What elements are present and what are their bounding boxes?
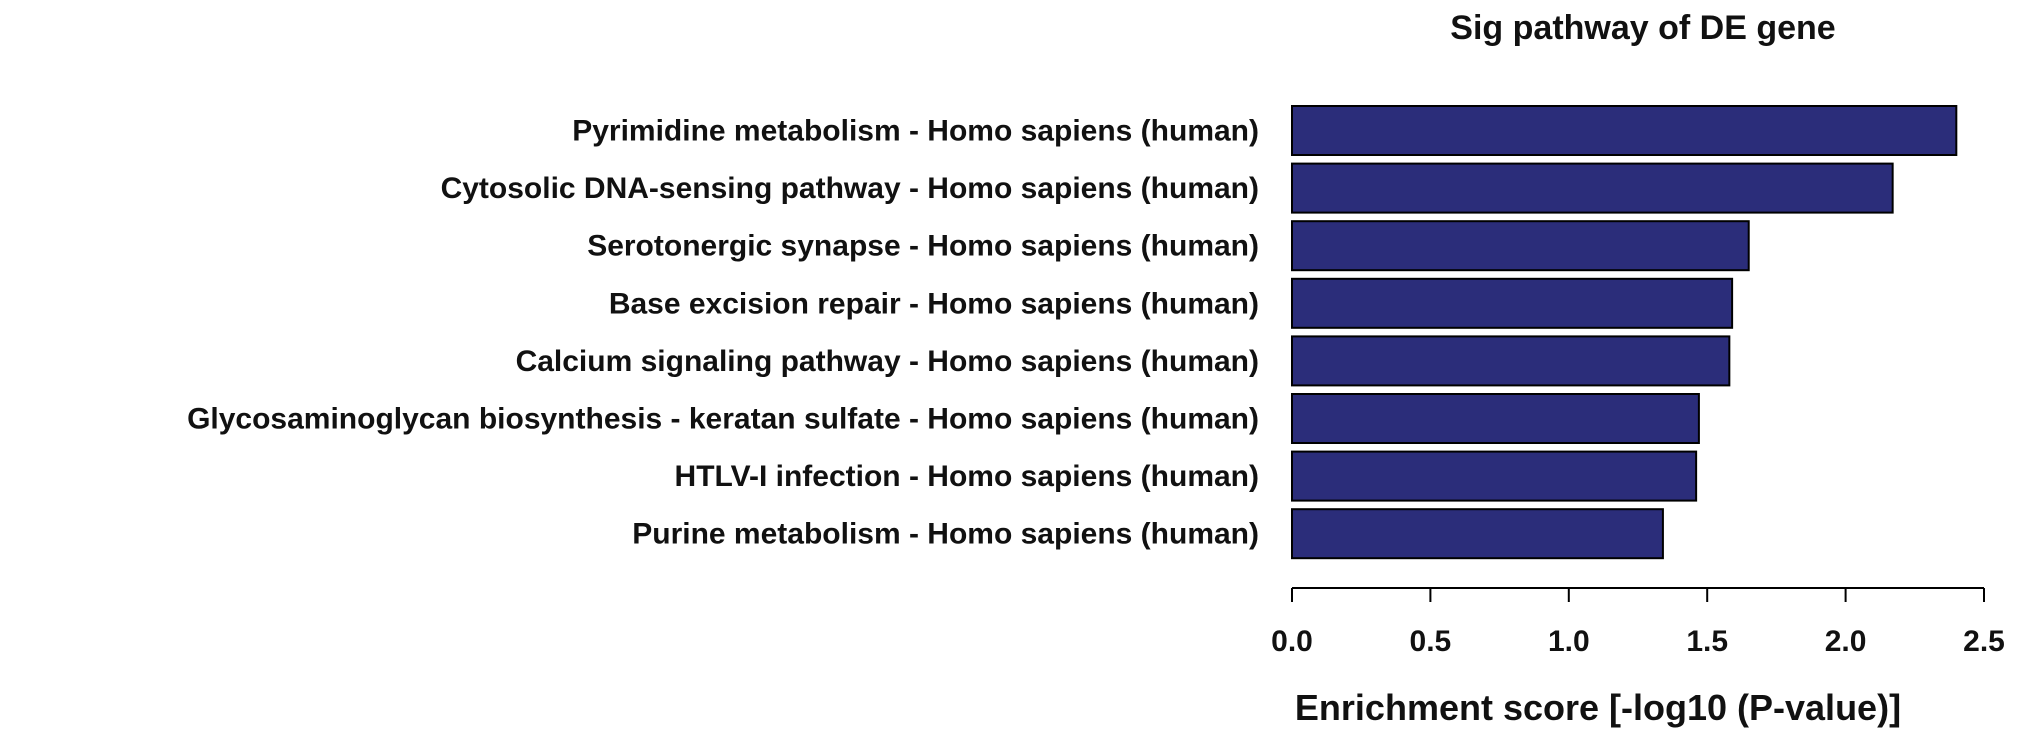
category-label: Serotonergic synapse - Homo sapiens (hum… (587, 230, 1259, 263)
x-tick-label: 1.0 (1548, 625, 1590, 658)
x-tick-label: 2.0 (1825, 625, 1867, 658)
bar (1291, 220, 1750, 272)
bar (1291, 508, 1664, 560)
x-tick-label: 2.5 (1963, 625, 2005, 658)
category-label: Purine metabolism - Homo sapiens (human) (632, 518, 1259, 551)
bar (1291, 105, 1958, 156)
bar (1291, 335, 1731, 387)
category-label: HTLV-I infection - Homo sapiens (human) (675, 460, 1259, 493)
category-label: Pyrimidine metabolism - Homo sapiens (hu… (572, 115, 1259, 148)
bar (1291, 393, 1700, 444)
category-label: Calcium signaling pathway - Homo sapiens… (516, 345, 1259, 378)
x-axis-title: Enrichment score [-log10 (P-value)] (1295, 687, 1901, 728)
bar (1291, 277, 1734, 329)
x-tick-label: 1.5 (1686, 625, 1728, 658)
bar (1291, 450, 1698, 502)
category-label: Glycosaminoglycan biosynthesis - keratan… (187, 403, 1259, 436)
x-tick-label: 0.5 (1410, 625, 1452, 658)
bar (1291, 162, 1894, 214)
x-tick-label: 0.0 (1271, 625, 1313, 658)
category-label: Cytosolic DNA-sensing pathway - Homo sap… (441, 172, 1259, 205)
chart-title: Sig pathway of DE gene (1450, 9, 1835, 47)
x-axis-ticks: 0.0 0.5 1.0 1.5 2.0 2.5 (1271, 588, 2005, 658)
bars-group (1291, 105, 1958, 560)
category-label: Base excision repair - Homo sapiens (hum… (609, 287, 1259, 320)
category-labels: Pyrimidine metabolism - Homo sapiens (hu… (187, 115, 1259, 551)
